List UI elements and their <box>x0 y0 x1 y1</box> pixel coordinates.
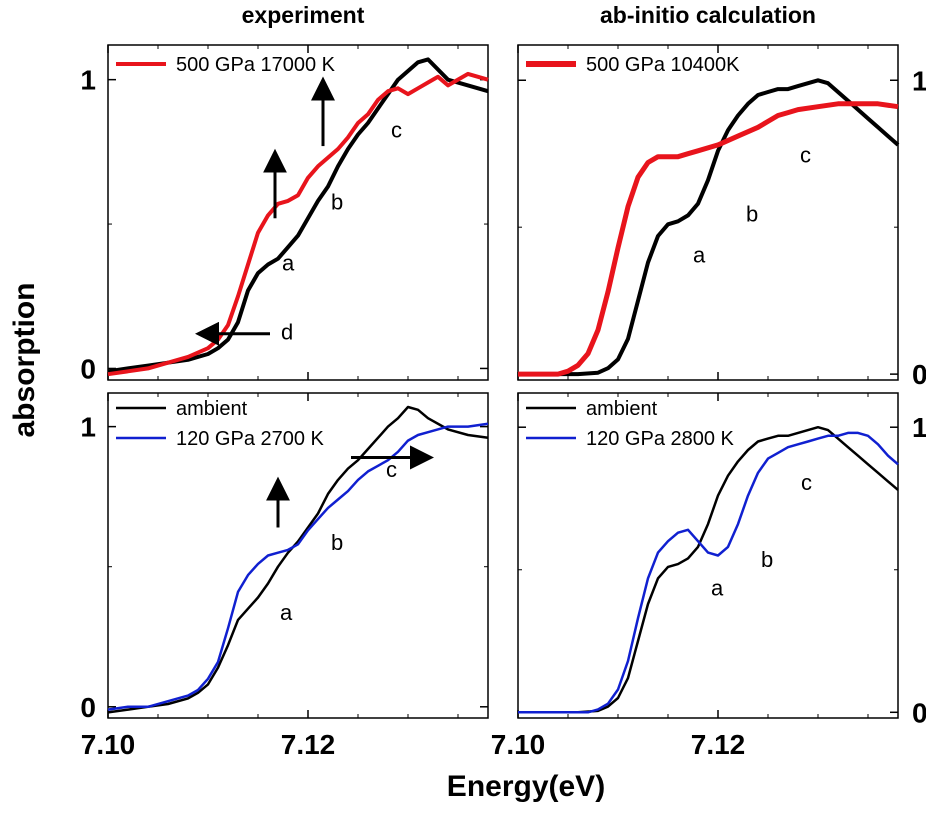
annotation-a: a <box>282 250 295 275</box>
legend-label: 120 GPa 2700 K <box>176 428 325 450</box>
x-tick-label: 7.10 <box>81 729 136 760</box>
series-line-ambient <box>107 405 489 714</box>
plot-frame-2 <box>107 392 489 719</box>
annotation-a: a <box>280 600 293 625</box>
annotation-d: d <box>281 320 293 345</box>
x-tick-label: 7.12 <box>691 729 746 760</box>
x-axis-title: Energy(eV) <box>446 770 606 803</box>
series-line-reference <box>518 78 900 377</box>
y-tick-label: 0 <box>80 353 96 384</box>
series-line-120-gpa-2800-k <box>518 431 899 714</box>
y-tick-label: 1 <box>912 412 926 443</box>
legend-label: 500 GPa 17000 K <box>176 54 336 76</box>
calculation-column-title: ab-initio calculation <box>600 2 816 28</box>
annotation-b: b <box>746 201 758 226</box>
series-line-500-gpa-17000-k <box>107 71 489 377</box>
annotation-a: a <box>711 575 724 600</box>
legend-label: 120 GPa 2800 K <box>586 428 735 450</box>
legend-label: 500 GPa 10400K <box>586 54 740 76</box>
series-line-ambient <box>518 425 899 714</box>
annotation-c: c <box>801 470 812 495</box>
series-line-reference <box>107 57 489 374</box>
y-tick-label: 0 <box>80 692 96 723</box>
experiment-column-title: experiment <box>241 2 365 28</box>
annotation-b: b <box>331 530 343 555</box>
y-tick-label: 0 <box>912 359 926 390</box>
plot-frame-1 <box>517 44 899 381</box>
y-tick-label: 0 <box>912 697 926 728</box>
x-tick-label: 7.12 <box>281 729 336 760</box>
legend-label: ambient <box>586 398 658 420</box>
annotation-b: b <box>761 547 773 572</box>
annotation-a: a <box>693 242 706 267</box>
y-tick-label: 1 <box>912 65 926 96</box>
plot-frame-0 <box>107 44 489 381</box>
plot-frame-3 <box>517 392 899 719</box>
annotation-c: c <box>386 457 397 482</box>
series-line-500-gpa-10400k <box>518 101 899 377</box>
series-line-120-gpa-2700-k <box>107 422 489 711</box>
annotation-b: b <box>331 190 343 215</box>
annotation-c: c <box>800 143 811 168</box>
y-tick-label: 1 <box>80 412 96 443</box>
y-tick-label: 1 <box>80 65 96 96</box>
x-tick-label: 7.10 <box>491 729 546 760</box>
annotation-c: c <box>391 117 402 142</box>
legend-label: ambient <box>176 398 248 420</box>
